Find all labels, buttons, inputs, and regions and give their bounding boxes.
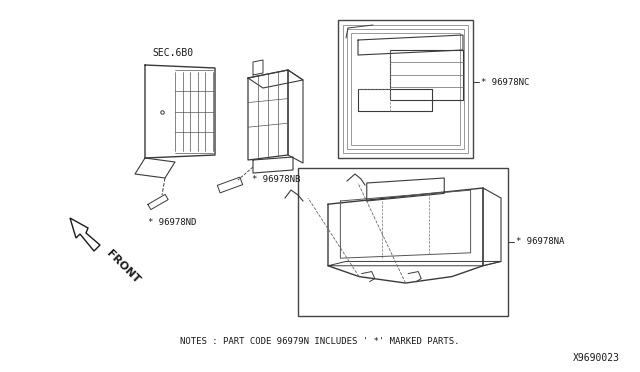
- Text: SEC.6B0: SEC.6B0: [152, 48, 193, 58]
- Polygon shape: [70, 218, 100, 251]
- Text: NOTES : PART CODE 96979N INCLUDES ' *' MARKED PARTS.: NOTES : PART CODE 96979N INCLUDES ' *' M…: [180, 337, 460, 346]
- Bar: [298, 168, 508, 316]
- Text: * 96978ND: * 96978ND: [148, 218, 196, 227]
- Text: FRONT: FRONT: [105, 248, 142, 285]
- Text: * 96978NB: * 96978NB: [252, 175, 300, 184]
- Bar: [343, 25, 468, 153]
- Text: X9690023: X9690023: [573, 353, 620, 363]
- Text: * 96978NA: * 96978NA: [516, 237, 564, 247]
- Text: * 96978NC: * 96978NC: [481, 78, 529, 87]
- Bar: [347, 29, 464, 149]
- Bar: [338, 20, 473, 158]
- Bar: [351, 33, 460, 145]
